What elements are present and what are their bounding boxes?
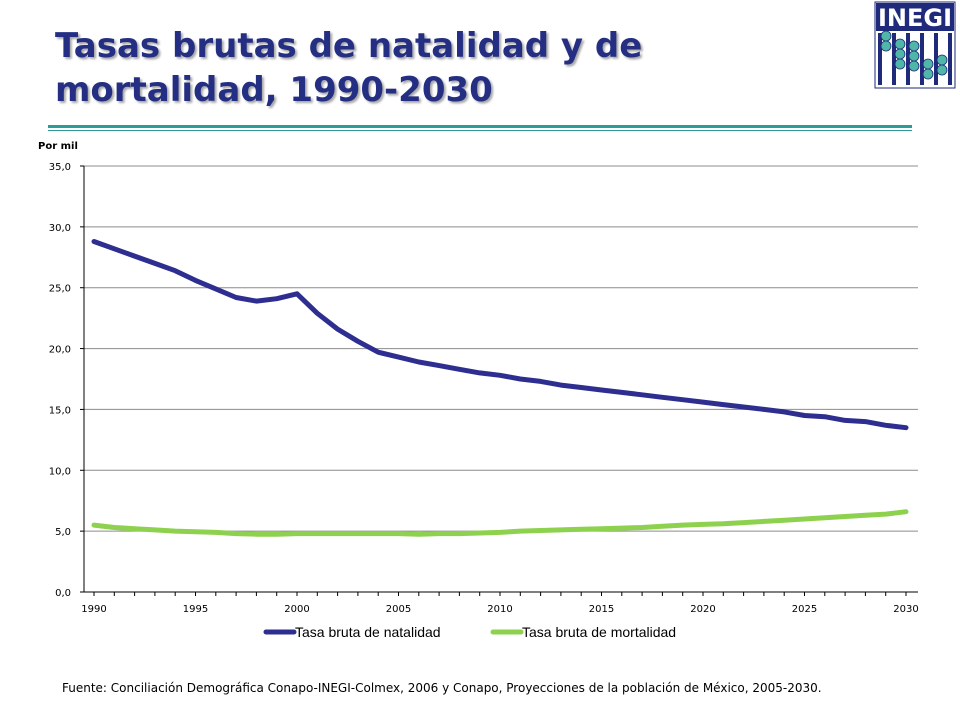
page-title: Tasas brutas de natalidad y de mortalida…: [55, 24, 755, 112]
x-tick-label: 2015: [589, 604, 614, 615]
series-line-2: [91, 509, 909, 537]
logo-text: INEGI: [878, 4, 952, 32]
title-line-1: Tasas brutas de natalidad y de: [55, 26, 643, 66]
x-tick-label: 2005: [386, 604, 411, 615]
y-tick-label: 0,0: [55, 588, 71, 599]
x-tick-label: 1995: [183, 604, 208, 615]
header-rule-thin: [48, 130, 912, 131]
x-tick-label: 2030: [893, 604, 918, 615]
y-tick-label: 35,0: [49, 162, 71, 173]
series-line-1: [91, 239, 909, 431]
x-tick-label: 2020: [690, 604, 715, 615]
inegi-logo: INEGI: [874, 1, 956, 89]
legend-label-1: Tasa bruta de natalidad: [295, 624, 441, 640]
line-chart: Por mil 0,0 5,0 10,0 15,0 20,0 25,0 30,0 35,0 1…: [38, 141, 919, 640]
title-line-2: mortalidad, 1990-2030: [55, 70, 493, 110]
y-tick-label: 30,0: [49, 223, 71, 234]
x-tick-labels: 1990 1995 2000 2005 2010 2015 2020 2025 2030: [81, 604, 918, 615]
y-axis-label: Por mil: [38, 141, 78, 152]
legend-label-2: Tasa bruta de mortalidad: [522, 624, 676, 640]
x-tick-label: 2000: [284, 604, 309, 615]
x-tick-label: 2010: [487, 604, 512, 615]
x-tick-label: 2025: [792, 604, 817, 615]
source-note: Fuente: Conciliación Demográfica Conapo-…: [62, 681, 822, 695]
axes: [80, 165, 918, 596]
header-rule: [48, 125, 912, 128]
x-tick-label: 1990: [81, 604, 106, 615]
grid-lines: [84, 165, 918, 532]
legend: Tasa bruta de natalidad Tasa bruta de mor…: [263, 624, 676, 640]
y-tick-label: 25,0: [49, 284, 71, 295]
y-tick-label: 20,0: [49, 345, 71, 356]
y-tick-labels: 0,0 5,0 10,0 15,0 20,0 25,0 30,0 35,0: [49, 162, 71, 599]
series-lines: [91, 239, 909, 537]
y-tick-label: 15,0: [49, 405, 71, 416]
y-tick-label: 10,0: [49, 466, 71, 477]
y-tick-label: 5,0: [55, 527, 71, 538]
